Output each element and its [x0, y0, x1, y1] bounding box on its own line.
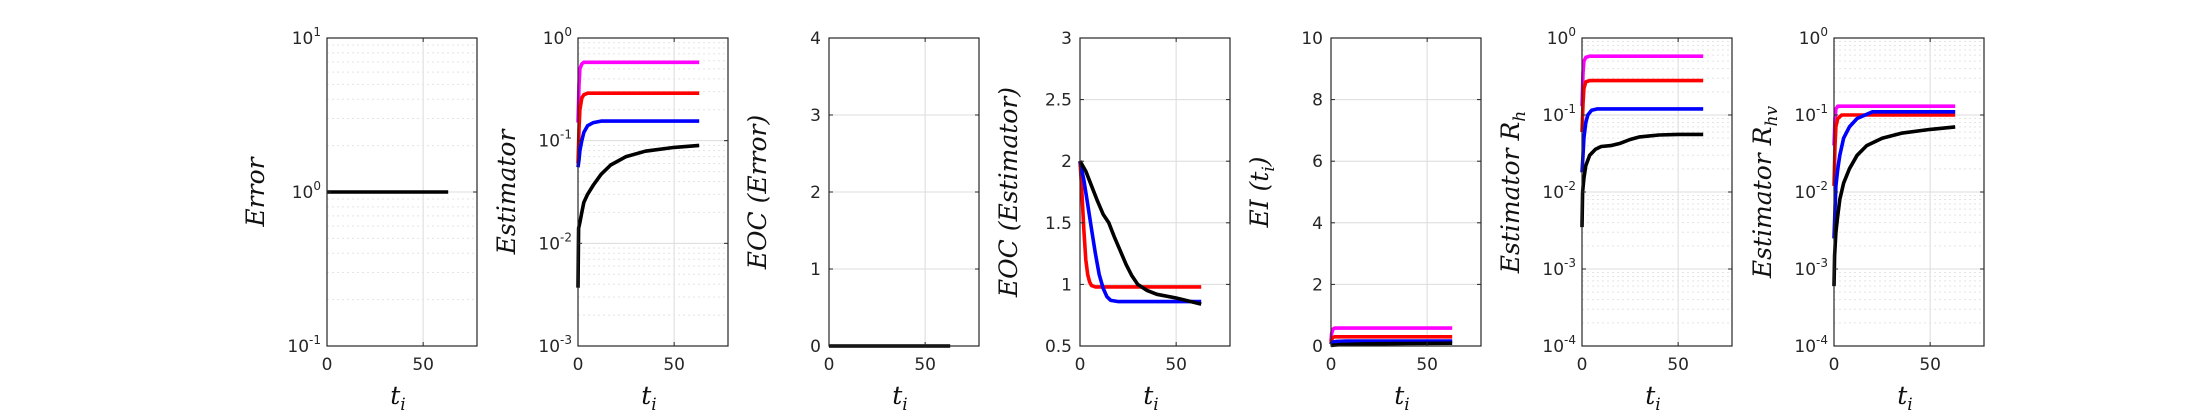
- series-line-2: [576, 91, 700, 164]
- y-tick-label: 2: [810, 183, 821, 203]
- y-tick-label: 3: [810, 106, 821, 126]
- x-tick-label: 0: [573, 355, 584, 375]
- axes-frame: [1330, 37, 1482, 347]
- grid: [1079, 37, 1230, 347]
- series-line-3: [1580, 107, 1704, 173]
- y-tick-label: 4: [810, 29, 821, 49]
- y-tick-label: 2: [1312, 275, 1323, 295]
- chart-panel-2: 0 50 10-3 10-2 10-1 100 ti Estimator: [492, 25, 729, 415]
- y-axis-label: EOC (Error): [743, 115, 772, 270]
- y-axis-label: Estimator Rhv: [1748, 106, 1782, 280]
- grid: [577, 37, 728, 347]
- y-tick-label: 0: [810, 337, 821, 357]
- y-tick-label: 10-2: [1542, 179, 1576, 203]
- y-tick-label: 2.5: [1045, 91, 1072, 111]
- series-line-4: [1580, 132, 1704, 228]
- y-tick-label: 10: [1301, 29, 1323, 49]
- y-tick-label: 100: [292, 179, 321, 203]
- y-tick-label: 100: [543, 25, 572, 49]
- x-tick-label: 50: [1165, 355, 1187, 375]
- y-tick-label: 2: [1061, 152, 1072, 172]
- x-tick-label: 0: [1577, 355, 1588, 375]
- x-tick-label: 50: [1667, 355, 1689, 375]
- y-tick-label: 1.5: [1045, 214, 1072, 234]
- series-line-2: [1580, 78, 1704, 133]
- y-tick-label: 1: [810, 260, 821, 280]
- x-axis-label: ti: [390, 381, 405, 415]
- y-tick-label: 8: [1312, 91, 1323, 111]
- y-tick-label: 100: [1547, 25, 1576, 49]
- x-axis-label: ti: [1143, 381, 1158, 415]
- chart-panel-7: 0 50 10-4 10-3 10-2 10-1 100 ti Estimator Rhv: [1748, 25, 1985, 415]
- y-tick-label: 10-1: [1794, 102, 1828, 126]
- y-axis-label: Estimator Rh: [1496, 111, 1530, 275]
- y-tick-label: 10-2: [538, 230, 572, 254]
- chart-panel-6: 0 50 10-4 10-3 10-2 10-1 100 ti Estimator Rh: [1496, 25, 1733, 415]
- x-axis-label: ti: [1394, 381, 1409, 415]
- x-axis-label: ti: [1645, 381, 1660, 415]
- y-tick-label: 10-3: [1794, 256, 1828, 280]
- y-tick-label: 10-3: [538, 333, 572, 357]
- y-tick-label: 4: [1312, 214, 1323, 234]
- grid: [828, 37, 979, 347]
- y-axis-label: Estimator: [492, 128, 521, 256]
- x-axis-label: ti: [892, 381, 907, 415]
- chart-panel-3: 0 50 0 1 2 3 4 ti EOC (Error): [743, 29, 980, 415]
- y-tick-label: 100: [1799, 25, 1828, 49]
- x-tick-label: 50: [663, 355, 685, 375]
- series-line-4: [576, 143, 700, 288]
- y-tick-label: 0: [1312, 337, 1323, 357]
- series-line-2: [1832, 113, 1956, 186]
- series-line-4: [1832, 125, 1956, 287]
- x-tick-label: 0: [1829, 355, 1840, 375]
- y-tick-label: 10-4: [1542, 333, 1576, 357]
- series-line-2: [1078, 160, 1202, 304]
- x-tick-label: 0: [824, 355, 835, 375]
- x-tick-label: 50: [412, 355, 434, 375]
- x-tick-label: 50: [1416, 355, 1438, 375]
- y-tick-label: 10-4: [1794, 333, 1828, 357]
- axes-frame: [577, 37, 729, 347]
- chart-panel-5: 0 50 0 2 4 6 8 10 ti EI (ti): [1245, 29, 1482, 415]
- y-axis-label: EOC (Estimator): [994, 87, 1023, 298]
- series-line-3: [1078, 160, 1202, 306]
- grid: [326, 37, 477, 347]
- axes-frame: [1079, 37, 1231, 347]
- grid: [1330, 37, 1481, 347]
- series-line-1: [1078, 161, 1202, 289]
- x-tick-label: 50: [1919, 355, 1941, 375]
- series-line-4: [1330, 341, 1453, 348]
- y-tick-label: 10-2: [1794, 179, 1828, 203]
- x-tick-label: 50: [914, 355, 936, 375]
- x-axis-label: ti: [1897, 381, 1912, 415]
- y-tick-label: 1: [1061, 275, 1072, 295]
- y-tick-label: 10-1: [538, 128, 572, 152]
- grid: [1833, 37, 1984, 347]
- series-line-1: [576, 60, 700, 123]
- x-tick-label: 0: [1075, 355, 1086, 375]
- series-line-3: [576, 119, 700, 168]
- y-axis-label: Error: [241, 155, 270, 227]
- y-tick-label: 6: [1312, 152, 1323, 172]
- y-tick-label: 10-1: [287, 333, 321, 357]
- y-tick-label: 10-1: [1542, 102, 1576, 126]
- y-axis-label: EI (ti): [1245, 156, 1279, 228]
- x-tick-label: 0: [322, 355, 333, 375]
- x-tick-label: 0: [1326, 355, 1337, 375]
- series-line-3: [1832, 110, 1956, 239]
- x-axis-label: ti: [641, 381, 656, 415]
- chart-panel-4: 0 50 0.5 1 1.5 2 2.5 3 ti EOC (Estimator): [994, 29, 1231, 415]
- y-tick-label: 0.5: [1045, 337, 1072, 357]
- y-tick-label: 10-3: [1542, 256, 1576, 280]
- chart-panel-1: 0 50 10-1 100 101 ti Error: [241, 25, 478, 415]
- y-tick-label: 3: [1061, 29, 1072, 49]
- series-line-1: [1580, 54, 1704, 107]
- y-tick-label: 101: [292, 25, 321, 49]
- grid: [1581, 37, 1732, 347]
